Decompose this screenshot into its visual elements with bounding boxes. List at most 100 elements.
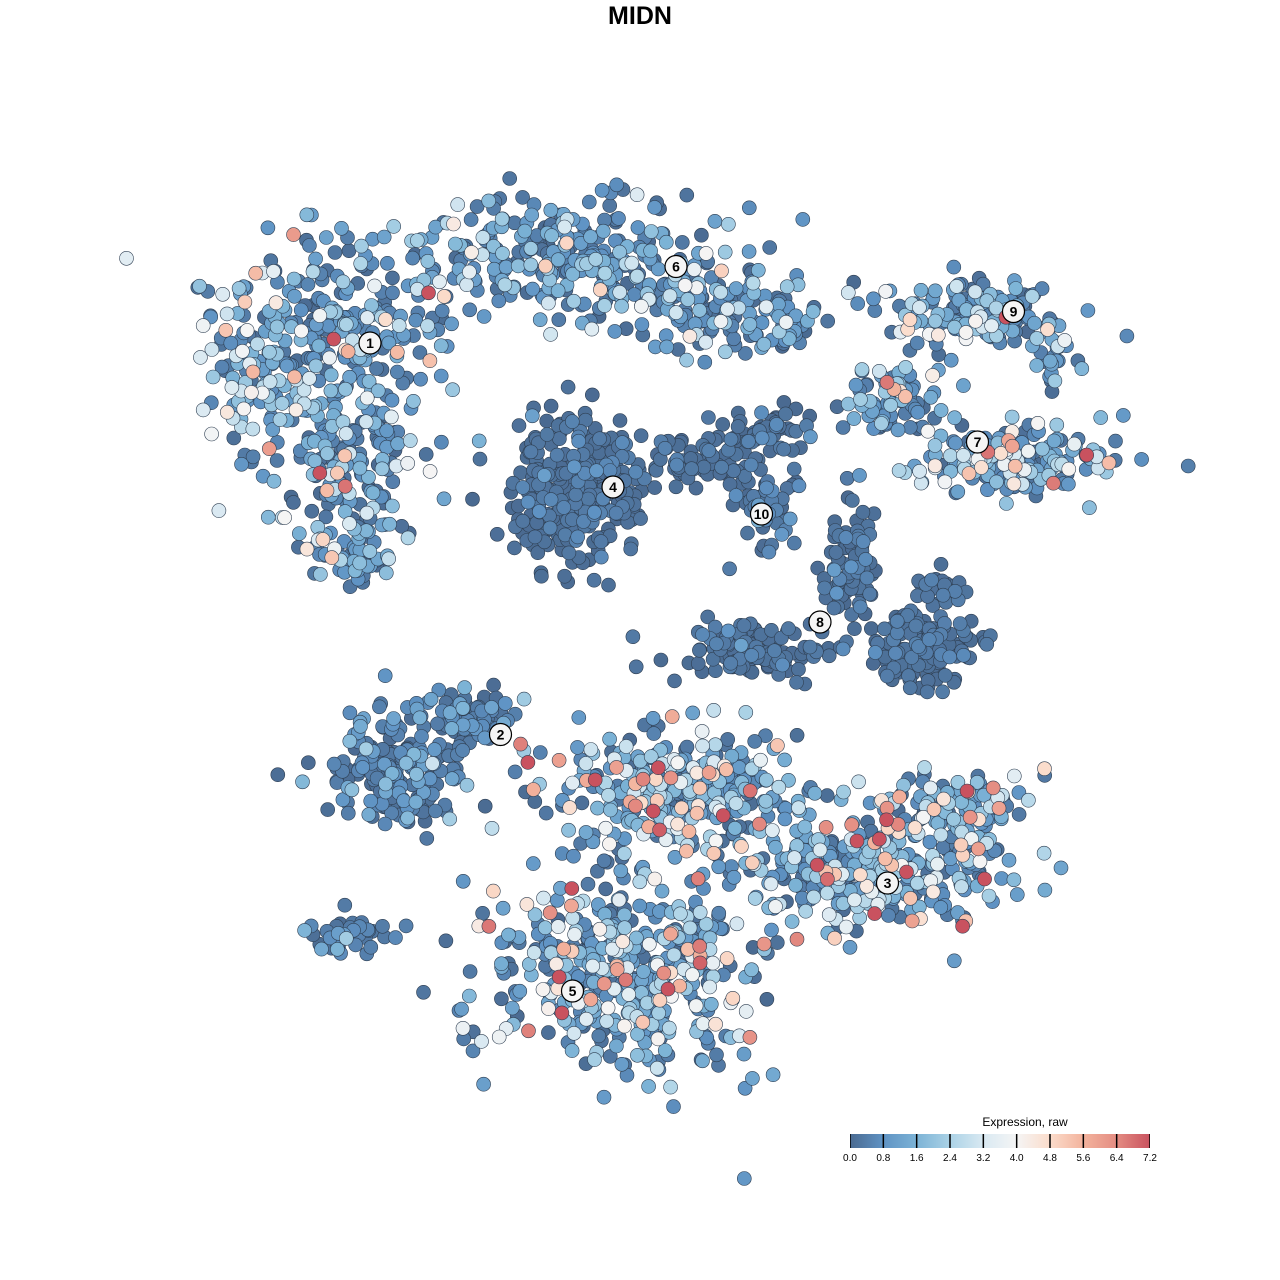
data-point-cluster-1 xyxy=(214,359,230,375)
data-point-cluster-6 xyxy=(551,312,567,328)
data-point-cluster-1 xyxy=(389,344,405,360)
data-point-cluster-1 xyxy=(269,453,285,468)
data-point-cluster-5 xyxy=(617,920,632,936)
data-point-cluster-5 xyxy=(537,920,553,936)
data-point-cluster-1 xyxy=(338,317,354,332)
data-point-cluster-5 xyxy=(598,881,614,897)
data-point-cluster-1 xyxy=(374,461,390,477)
data-point-cluster-8 xyxy=(904,650,920,665)
data-point-cluster-1 xyxy=(361,374,377,389)
data-point-cluster-4 xyxy=(701,443,717,458)
data-point-cluster-3 xyxy=(819,788,835,803)
data-point-cluster-1 xyxy=(471,433,487,449)
data-point-cluster-5 xyxy=(455,873,471,889)
data-point-cluster-6 xyxy=(595,223,611,239)
data-point-cluster-6 xyxy=(633,298,649,314)
data-point-cluster-4 xyxy=(556,500,572,515)
data-point-cluster-3 xyxy=(972,854,988,869)
data-point-cluster-6 xyxy=(805,304,821,319)
data-point-cluster-8 xyxy=(942,649,958,665)
data-point-cluster-6 xyxy=(538,258,553,274)
data-point-cluster-3 xyxy=(923,780,938,796)
data-point-cluster-3 xyxy=(609,760,624,775)
data-point-cluster-8 xyxy=(692,642,707,658)
data-point-cluster-4 xyxy=(515,480,531,495)
data-point-cluster-1 xyxy=(385,270,400,286)
data-point-cluster-8 xyxy=(733,637,749,653)
data-point-cluster-8 xyxy=(821,648,837,664)
data-point-cluster-5 xyxy=(494,991,509,1007)
data-point-cluster-4 xyxy=(557,568,572,584)
data-point-cluster-5 xyxy=(666,947,682,963)
data-point-cluster-3 xyxy=(1053,860,1069,876)
data-point-cluster-5 xyxy=(587,1052,602,1067)
data-point-cluster-2 xyxy=(427,742,442,757)
data-point-cluster-6 xyxy=(367,278,382,294)
data-point-cluster-7 xyxy=(947,435,963,451)
data-point-cluster-6 xyxy=(713,314,729,329)
cluster-label-5: 5 xyxy=(560,979,585,1003)
data-point-cluster-5 xyxy=(527,907,543,923)
data-point-cluster-3 xyxy=(670,755,686,771)
data-point-cluster-1 xyxy=(409,233,425,248)
data-point-cluster-1 xyxy=(311,338,327,354)
data-point-cluster-5 xyxy=(682,920,698,936)
data-point-cluster-3 xyxy=(701,765,717,780)
data-point-cluster-3 xyxy=(532,745,548,760)
data-point-cluster-5 xyxy=(512,983,528,999)
data-point-cluster-9 xyxy=(850,296,866,311)
data-point-cluster-3 xyxy=(1001,852,1017,868)
data-point-cluster-7 xyxy=(891,463,907,478)
data-point-cluster-8 xyxy=(764,622,779,638)
data-point-cluster-8 xyxy=(919,684,935,700)
data-point-cluster-4 xyxy=(511,418,527,433)
data-point-cluster-1 xyxy=(223,335,239,351)
data-point-cluster-3 xyxy=(674,800,689,816)
data-point-cluster-2 xyxy=(444,721,460,736)
data-point-cluster-1 xyxy=(422,464,438,479)
data-point-cluster-3 xyxy=(603,802,618,818)
data-point-cluster-9 xyxy=(912,300,927,315)
data-point-cluster-3 xyxy=(930,856,945,872)
data-point-cluster-5 xyxy=(613,863,629,879)
data-point-cluster-1 xyxy=(211,503,227,518)
data-point-cluster-1 xyxy=(436,491,452,507)
data-point-cluster-1 xyxy=(205,369,221,385)
data-point-cluster-6 xyxy=(523,241,539,256)
data-point-cluster-4 xyxy=(669,457,685,473)
data-point-cluster-3 xyxy=(566,848,581,864)
data-point-cluster-3 xyxy=(742,783,758,799)
data-point-cluster-6 xyxy=(594,183,610,198)
data-point-cluster-3 xyxy=(903,890,918,906)
data-point-cluster-6 xyxy=(674,235,690,250)
data-point-cluster-2 xyxy=(377,668,393,684)
data-point-cluster-5 xyxy=(695,1053,710,1069)
data-point-cluster-3 xyxy=(933,827,949,843)
data-point-cluster-1 xyxy=(422,353,438,369)
data-point-cluster-6 xyxy=(446,216,461,232)
data-point-cluster-5 xyxy=(485,883,501,899)
data-point-cluster-1 xyxy=(272,412,288,427)
data-point-cluster-6 xyxy=(779,279,795,295)
data-point-cluster-5 xyxy=(692,955,708,971)
data-point-cluster-3 xyxy=(1009,887,1025,902)
data-point-cluster-3 xyxy=(789,727,805,743)
data-point-cluster-6 xyxy=(584,321,600,337)
data-point-cluster-6 xyxy=(658,234,674,250)
data-point-cluster-8 xyxy=(879,668,895,684)
data-point-cluster-1 xyxy=(365,485,381,501)
data-point-cluster-5 xyxy=(583,992,599,1007)
data-point-cluster-5 xyxy=(454,1001,469,1017)
data-point-cluster-8 xyxy=(911,639,926,654)
data-point-cluster-8 xyxy=(826,562,842,578)
legend-tick-label: 6.4 xyxy=(1109,1153,1124,1164)
data-point-cluster-3 xyxy=(904,913,920,929)
data-point-cluster-1 xyxy=(236,401,252,417)
data-point-cluster-4 xyxy=(688,480,704,496)
data-point-cluster-4 xyxy=(507,540,522,556)
data-point-cluster-1 xyxy=(358,523,374,539)
data-point-cluster-6 xyxy=(502,171,518,186)
data-point-cluster-3 xyxy=(787,850,802,866)
data-point-cluster-5 xyxy=(566,1026,582,1041)
data-point-cluster-2 xyxy=(414,729,429,744)
